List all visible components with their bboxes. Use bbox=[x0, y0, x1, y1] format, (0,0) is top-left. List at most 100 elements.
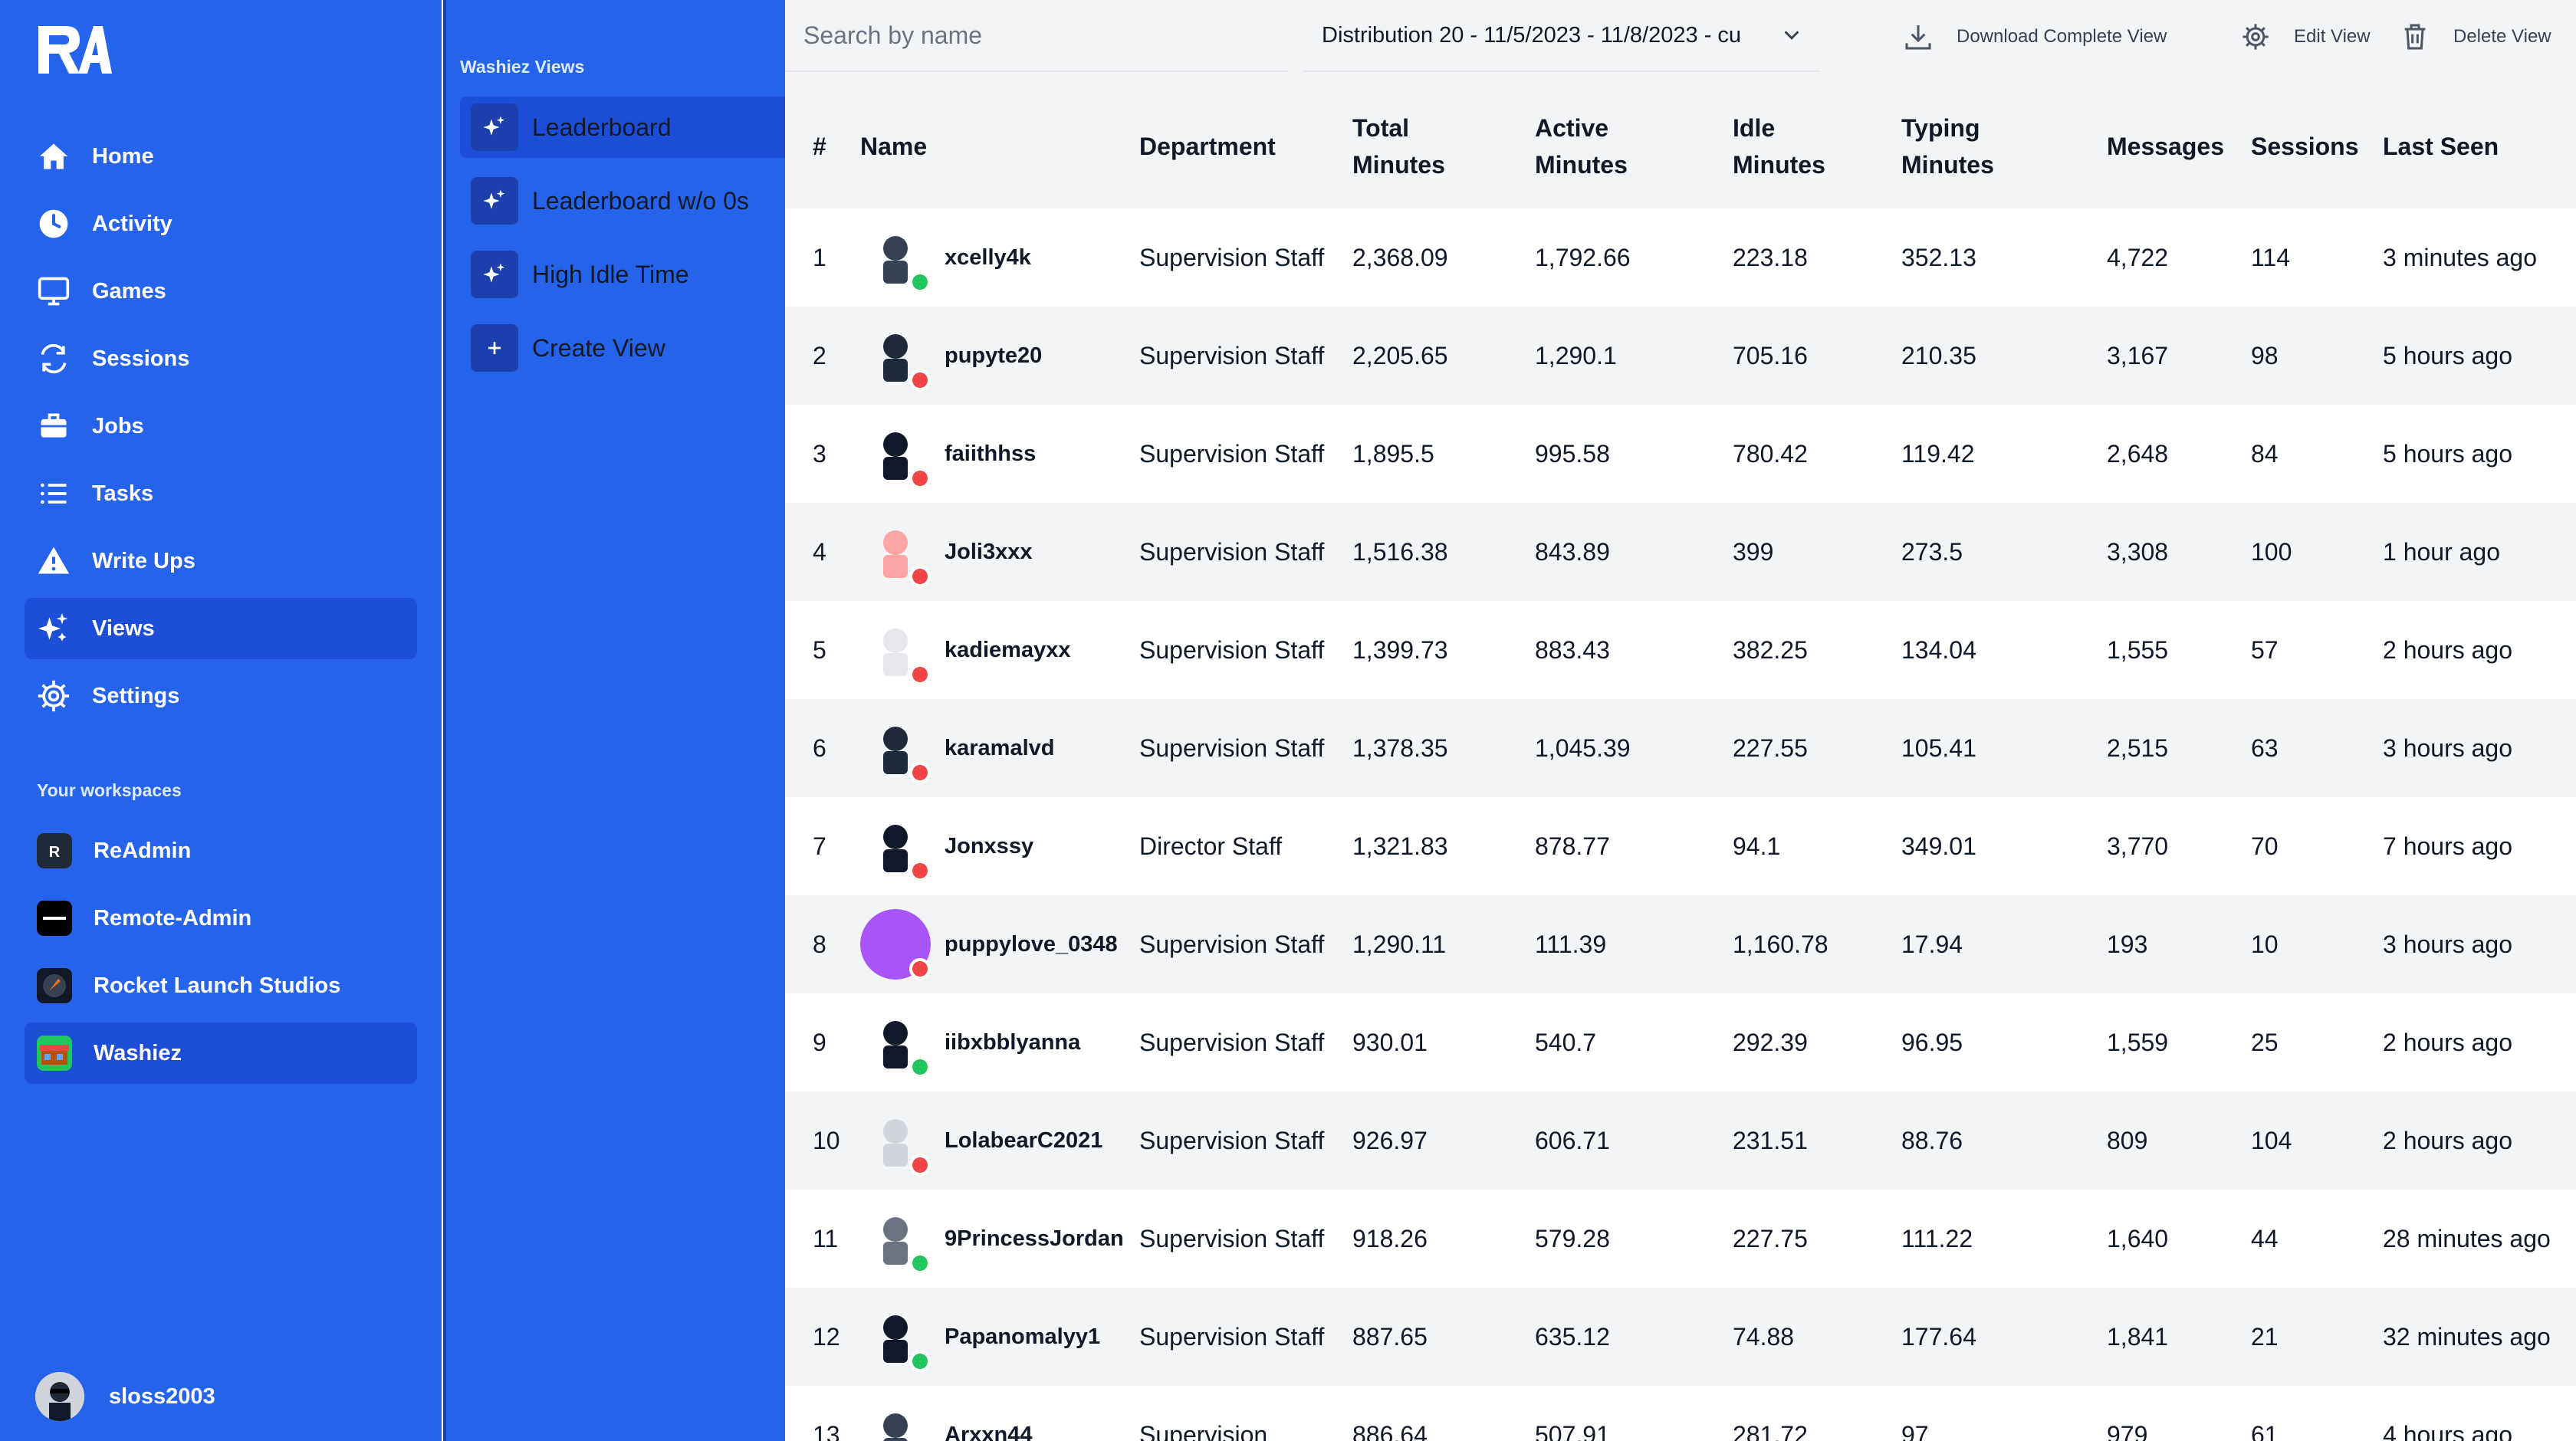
table-row[interactable]: 12 Papanomalyy1 Supervision Staff 887.65 635… bbox=[785, 1288, 2576, 1386]
avatar-image bbox=[860, 1400, 931, 1441]
avatar[interactable] bbox=[860, 320, 931, 391]
avatar[interactable] bbox=[860, 419, 931, 489]
avatar[interactable] bbox=[860, 1400, 931, 1441]
status-dot bbox=[909, 762, 931, 783]
sidebar-item-settings[interactable]: Settings bbox=[25, 665, 417, 727]
sidebar-item-sessions[interactable]: Sessions bbox=[25, 328, 417, 389]
column-header-total-minutes[interactable]: Total Minutes bbox=[1352, 84, 1535, 208]
column-header-sessions[interactable]: Sessions bbox=[2251, 84, 2383, 208]
search-input[interactable] bbox=[785, 0, 1288, 72]
clock-icon bbox=[37, 207, 71, 241]
workspace-item-rocket-launch-studios[interactable]: Rocket Launch Studios bbox=[25, 955, 417, 1016]
user-name: LolabearC2021 bbox=[945, 1128, 1103, 1153]
idle-minutes-cell: 231.51 bbox=[1733, 1091, 1901, 1190]
avatar[interactable] bbox=[860, 713, 931, 783]
avatar[interactable] bbox=[860, 615, 931, 685]
workspace-item-remote-admin[interactable]: Remote-Admin bbox=[25, 888, 417, 949]
avatar[interactable] bbox=[860, 1105, 931, 1176]
avatar[interactable] bbox=[860, 1203, 931, 1274]
sidebar-item-write-ups[interactable]: Write Ups bbox=[25, 530, 417, 592]
messages-cell: 1,559 bbox=[2107, 1029, 2169, 1056]
header-line: Minutes bbox=[1352, 151, 1445, 179]
rank-cell: 2 bbox=[785, 307, 860, 405]
readmin-logo[interactable] bbox=[35, 23, 112, 77]
user-name-wrap: faiithhss bbox=[860, 419, 1139, 489]
table-row[interactable]: 7 Jonxssy Director Staff 1,321.83 878.77 94.1… bbox=[785, 797, 2576, 895]
avatar[interactable] bbox=[860, 1007, 931, 1078]
idle-minutes-cell: 74.88 bbox=[1733, 1288, 1901, 1386]
name-cell: LolabearC2021 bbox=[860, 1091, 1139, 1190]
sidebar-item-home[interactable]: Home bbox=[25, 126, 417, 187]
view-item-high-idle-time[interactable]: High Idle Time bbox=[460, 244, 790, 305]
current-user[interactable]: sloss2003 bbox=[35, 1372, 215, 1421]
name-cell: xcelly4k bbox=[860, 208, 1139, 307]
user-name: kadiemayxx bbox=[945, 638, 1071, 662]
table-row[interactable]: 5 kadiemayxx Supervision Staff 1,399.73 883.… bbox=[785, 601, 2576, 699]
user-name-wrap: xcelly4k bbox=[860, 222, 1139, 293]
table-row[interactable]: 10 LolabearC2021 Supervision Staff 926.97 60… bbox=[785, 1091, 2576, 1190]
department-cell: Supervision Staff bbox=[1139, 636, 1325, 664]
avatar[interactable] bbox=[860, 811, 931, 881]
total-minutes-cell: 926.97 bbox=[1352, 1091, 1535, 1190]
sessions-cell: 61 bbox=[2251, 1421, 2279, 1441]
view-item-leaderboard-without-zeros[interactable]: Leaderboard w/o 0s bbox=[460, 170, 790, 231]
edit-view-button[interactable]: Edit View bbox=[2240, 21, 2371, 52]
sidebar-item-jobs[interactable]: Jobs bbox=[25, 396, 417, 457]
view-item-leaderboard[interactable]: Leaderboard bbox=[460, 97, 790, 158]
user-name-wrap: 9PrincessJordan bbox=[860, 1203, 1139, 1274]
idle-minutes-cell: 292.39 bbox=[1733, 1029, 1808, 1056]
department-cell: Supervision Staff bbox=[1139, 1225, 1325, 1252]
download-complete-view-button[interactable]: Download Complete View bbox=[1903, 21, 2167, 52]
column-header-messages[interactable]: Messages bbox=[2107, 84, 2251, 208]
column-header-idle-minutes[interactable]: Idle Minutes bbox=[1733, 84, 1901, 208]
sidebar-item-games[interactable]: Games bbox=[25, 261, 417, 322]
sidebar-item-label: Sessions bbox=[92, 346, 190, 371]
sidebar-item-tasks[interactable]: Tasks bbox=[25, 463, 417, 524]
avatar[interactable] bbox=[860, 517, 931, 587]
sidebar-item-views[interactable]: Views bbox=[25, 598, 417, 659]
sessions-cell: 114 bbox=[2251, 244, 2291, 271]
table-row[interactable]: 9 iibxbblyanna Supervision Staff 930.01 540.… bbox=[785, 993, 2576, 1091]
typing-minutes-cell: 96.95 bbox=[1901, 1029, 1963, 1056]
distribution-select[interactable]: Distribution 20 - 11/5/2023 - 11/8/2023 … bbox=[1303, 0, 1820, 72]
user-name: pupyte20 bbox=[945, 343, 1043, 368]
delete-view-button[interactable]: Delete View bbox=[2400, 21, 2551, 52]
avatar[interactable] bbox=[860, 222, 931, 293]
table-row[interactable]: 11 9PrincessJordan Supervision Staff 918.26… bbox=[785, 1190, 2576, 1288]
sidebar-item-activity[interactable]: Activity bbox=[25, 193, 417, 254]
avatar[interactable] bbox=[860, 909, 931, 980]
idle-minutes-cell: 281.72 bbox=[1733, 1421, 1808, 1441]
total-minutes-cell: 1,290.11 bbox=[1352, 895, 1535, 993]
table-row[interactable]: 1 xcelly4k Supervision Staff 2,368.09 1,792.… bbox=[785, 208, 2576, 307]
typing-minutes-cell: 349.01 bbox=[1901, 832, 1976, 860]
name-cell: kadiemayxx bbox=[860, 601, 1139, 699]
table-row[interactable]: 6 karamalvd Supervision Staff 1,378.35 1,045… bbox=[785, 699, 2576, 797]
table-row[interactable]: 2 pupyte20 Supervision Staff 2,205.65 1,290.… bbox=[785, 307, 2576, 405]
column-header-active-minutes[interactable]: Active Minutes bbox=[1535, 84, 1733, 208]
avatar[interactable] bbox=[860, 1301, 931, 1372]
workspace-item-readmin[interactable]: R ReAdmin bbox=[25, 820, 417, 881]
column-header-typing-minutes[interactable]: Typing Minutes bbox=[1901, 84, 2107, 208]
user-name: xcelly4k bbox=[945, 245, 1031, 270]
column-header-last-seen[interactable]: Last Seen bbox=[2383, 84, 2576, 208]
table-row[interactable]: 3 faiithhss Supervision Staff 1,895.5 995.58… bbox=[785, 405, 2576, 503]
last-seen-cell: 3 hours ago bbox=[2383, 699, 2576, 797]
department-cell: Supervision Staff bbox=[1139, 307, 1352, 405]
column-header-department[interactable]: Department bbox=[1139, 84, 1352, 208]
table-row[interactable]: 8 puppylove_0348 Supervision Staff 1,290.11… bbox=[785, 895, 2576, 993]
column-header-name[interactable]: Name bbox=[860, 84, 1139, 208]
create-view-button[interactable]: Create View bbox=[460, 317, 790, 379]
header-line: Minutes bbox=[1733, 151, 1825, 179]
active-minutes-cell: 1,290.1 bbox=[1535, 307, 1733, 405]
table-row[interactable]: 13 Arxxn44 Supervision 886.64 507.91 281.72 97… bbox=[785, 1386, 2576, 1441]
sessions-cell: 44 bbox=[2251, 1225, 2279, 1252]
user-name: Jonxssy bbox=[945, 834, 1034, 858]
table-row[interactable]: 4 Joli3xxx Supervision Staff 1,516.38 843.89… bbox=[785, 503, 2576, 601]
workspace-item-washiez[interactable]: Washiez bbox=[25, 1022, 417, 1084]
trash-icon bbox=[2404, 24, 2426, 50]
home-icon bbox=[37, 140, 71, 173]
typing-minutes-cell: 119.42 bbox=[1901, 440, 1975, 468]
column-header-rank[interactable]: # bbox=[785, 84, 860, 208]
messages-cell: 3,308 bbox=[2107, 503, 2251, 601]
name-cell: Joli3xxx bbox=[860, 503, 1139, 601]
